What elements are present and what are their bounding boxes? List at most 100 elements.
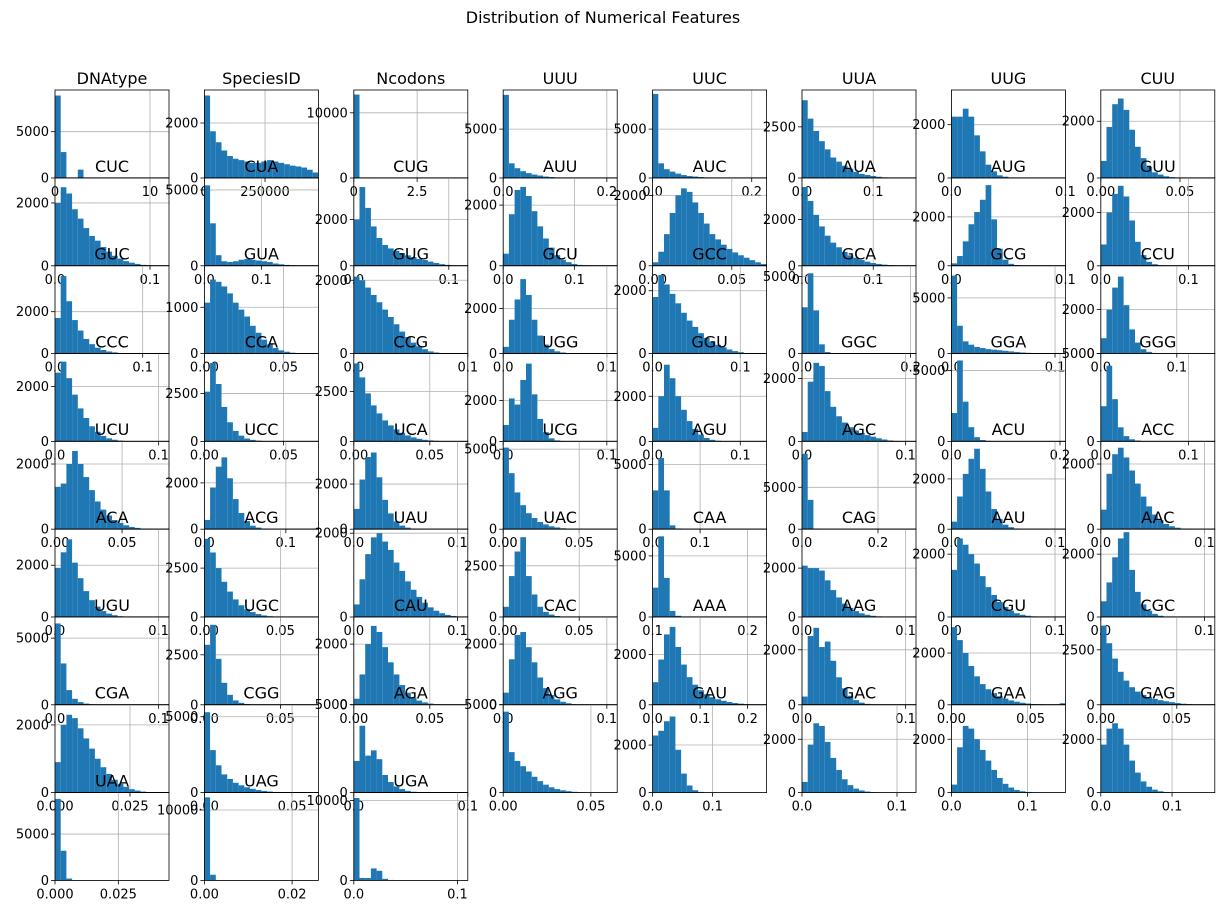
ytick-label-uuc-0: 0	[638, 172, 646, 187]
xtick-label-cga-1: 0.025	[111, 800, 148, 815]
bar-aca-4	[77, 578, 84, 617]
subplot-title-auc: AUC	[693, 157, 727, 176]
bar-gcc-0	[652, 297, 659, 354]
ytick-label-uuu-0: 0	[489, 172, 497, 187]
ytick-label-auu-1: 2000	[464, 199, 497, 214]
bar-aua-7	[841, 251, 848, 266]
ytick-label-ncodons-1: 10000	[306, 106, 347, 121]
bar-cca-1	[210, 362, 216, 442]
ytick-label-ugu-1: 5000	[16, 632, 49, 647]
bar-uuc-0	[652, 93, 659, 178]
bar-ggg-0	[1100, 406, 1107, 442]
bar-uac-7	[543, 611, 549, 617]
bar-gug-1	[359, 280, 366, 354]
bar-uua-4	[824, 149, 831, 178]
bar-ccg-1	[359, 377, 366, 442]
bar-auc-14	[732, 252, 739, 266]
bar-aag-5	[830, 660, 837, 705]
bar-cgc-12	[1169, 702, 1175, 705]
bar-cau-11	[416, 700, 423, 705]
bar-gca-3	[819, 344, 825, 354]
ytick-label-acc-1: 2000	[1062, 458, 1095, 473]
bar-aua-1	[807, 200, 814, 266]
bar-gac-0	[802, 781, 808, 793]
bar-cag-0	[802, 565, 808, 617]
bar-gau-4	[675, 749, 682, 793]
bar-gcc-10	[709, 341, 716, 354]
xtick-label-cgu-1: 0.05	[1016, 712, 1045, 727]
ytick-label-aaa-0: 0	[638, 698, 646, 713]
bar-ggc-10	[859, 432, 865, 442]
ytick-label-gac-0: 0	[788, 786, 796, 801]
ytick-label-aua-0: 0	[788, 259, 796, 274]
bar-aaa-7	[692, 684, 699, 705]
bar-cgg-3	[221, 774, 228, 793]
axes-frame-gag	[1100, 704, 1216, 793]
ytick-label-gag-1: 2000	[1062, 733, 1095, 748]
bar-uua-11	[864, 174, 871, 178]
bar-cga-2	[66, 714, 73, 793]
bar-gcg-2	[962, 341, 969, 354]
bar-uuc-4	[675, 173, 682, 178]
ytick-label-gac-1: 2000	[763, 733, 796, 748]
xtick-label-ugg-1: 0.1	[596, 448, 617, 463]
ytick-label-guc-1: 2000	[16, 305, 49, 320]
ytick-label-aag-0: 0	[788, 698, 796, 713]
ytick-label-cgu-0: 0	[937, 698, 945, 713]
bar-agg-10	[560, 790, 566, 793]
xtick-label-agu-1: 0.1	[690, 536, 711, 551]
ytick-label-cgc-0: 0	[1087, 698, 1095, 713]
bar-aga-0	[353, 760, 360, 793]
bar-speciesid-12	[272, 161, 279, 178]
bar-aau-12	[1019, 614, 1026, 617]
bar-uac-3	[520, 537, 526, 617]
ytick-label-cag-1: 2000	[763, 562, 796, 577]
bar-uug-6	[985, 164, 992, 178]
bar-gca-1	[807, 273, 814, 354]
bar-uua-9	[853, 171, 859, 178]
bar-guu-0	[1100, 244, 1107, 266]
xtick-label-cuu-1: 0.05	[1165, 185, 1194, 200]
bar-gcc-11	[715, 344, 721, 354]
bar-ggg-3	[1117, 427, 1124, 442]
ytick-label-caa-1: 5000	[614, 549, 647, 564]
bar-ucg-6	[537, 522, 544, 530]
subplot-title-agg: AGG	[542, 684, 577, 703]
ytick-label-gca-0: 0	[788, 347, 796, 362]
axes-frame-gac	[801, 704, 917, 793]
ytick-label-ucc-1: 2000	[165, 476, 198, 491]
bar-acu-7	[991, 509, 997, 530]
bar-gau-1	[658, 730, 664, 793]
ytick-label-aac-0: 0	[1087, 611, 1095, 626]
bar-gcc-9	[703, 337, 710, 354]
ytick-label-ncodons-0: 0	[340, 172, 348, 187]
ytick-label-cca-1: 2500	[165, 387, 198, 402]
bar-ggc-5	[830, 406, 837, 442]
bar-uua-10	[859, 173, 865, 178]
bar-gcc-4	[675, 303, 682, 354]
bar-cug-8	[399, 253, 406, 266]
bar-cag-3	[819, 570, 825, 617]
ytick-label-uuu-1: 5000	[464, 123, 497, 138]
bar-gau-2	[664, 721, 670, 793]
xtick-label-auc-1: 0.05	[717, 273, 746, 288]
xtick-label-cau-1: 0.05	[415, 712, 444, 727]
bar-agg-9	[554, 789, 561, 793]
bar-agg-0	[503, 711, 509, 793]
bar-ucu-7	[94, 501, 101, 530]
subplot-title-ccc: CCC	[95, 332, 129, 351]
subplot-gau: 0.0 0.1 0 2000 GAU	[614, 684, 767, 815]
ytick-label-uua-1: 2500	[763, 120, 796, 135]
ytick-label-gcu-1: 2000	[464, 302, 497, 317]
bar-gga-2	[962, 401, 969, 442]
bar-cca-7	[244, 438, 250, 442]
bar-ggu-10	[709, 439, 716, 442]
bar-ugc-3	[221, 682, 228, 705]
subplot-title-cac: CAC	[544, 596, 577, 615]
bar-auc-18	[755, 262, 761, 266]
bar-guc-8	[100, 350, 107, 354]
bar-uau-13	[427, 607, 434, 617]
bar-cca-3	[221, 406, 228, 442]
subplot-title-speciesid: SpeciesID	[222, 69, 301, 88]
